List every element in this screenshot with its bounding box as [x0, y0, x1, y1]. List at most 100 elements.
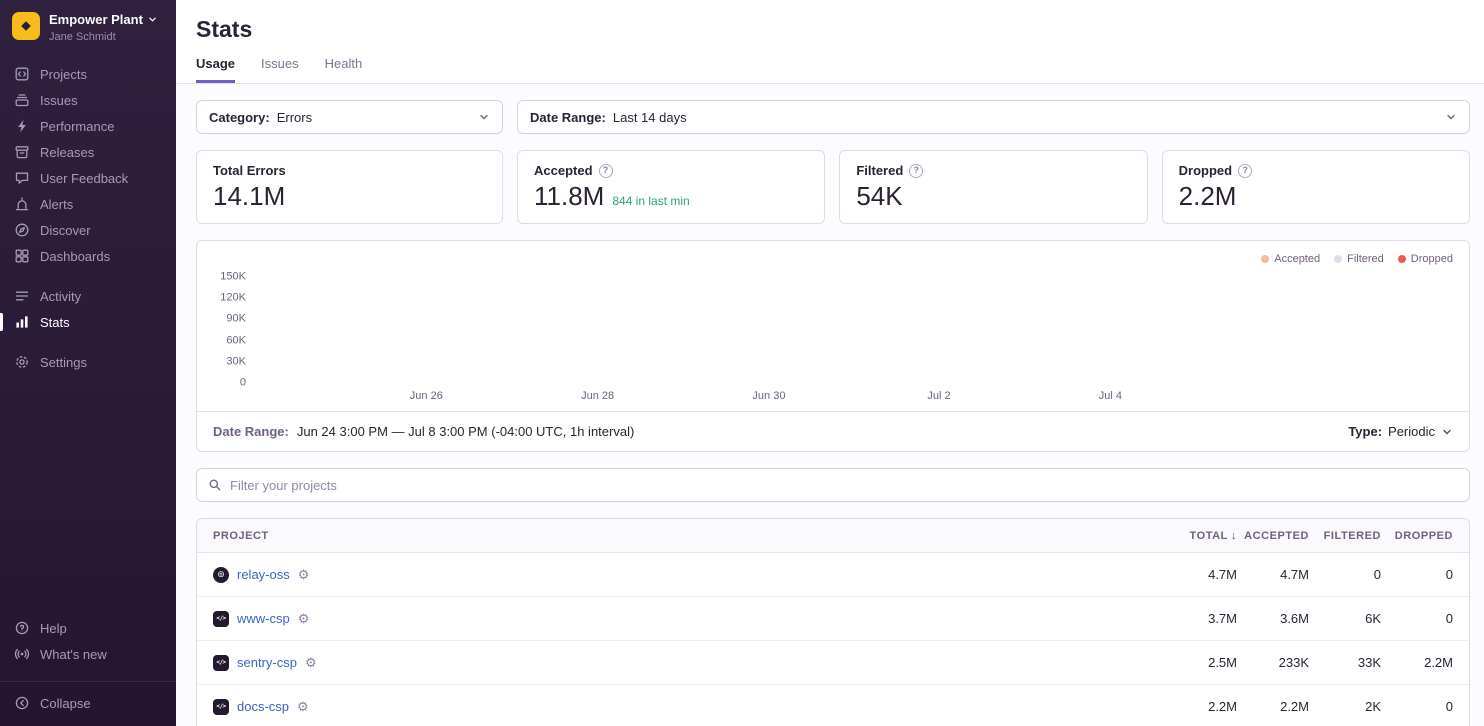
sidebar-item-whats-new[interactable]: What's new: [0, 641, 176, 667]
chart-date-range-value: Jun 24 3:00 PM — Jul 8 3:00 PM (-04:00 U…: [296, 424, 635, 439]
project-link[interactable]: sentry-csp: [237, 655, 297, 670]
sidebar-item-label: Alerts: [40, 196, 74, 212]
chart-date-range-label: Date Range:: [213, 424, 289, 439]
date-range-select[interactable]: Date Range: Last 14 days: [517, 100, 1470, 134]
column-filtered[interactable]: Filtered: [1323, 529, 1381, 542]
sidebar-item-label: Issues: [40, 92, 78, 108]
sidebar: Empower Plant Jane Schmidt Projects Issu…: [0, 0, 176, 726]
sidebar-item-performance[interactable]: Performance: [0, 113, 176, 139]
card-title: Total Errors: [213, 163, 286, 178]
sidebar-item-discover[interactable]: Discover: [0, 217, 176, 243]
org-logo-icon: [12, 12, 40, 40]
sidebar-item-projects[interactable]: Projects: [0, 61, 176, 87]
legend-item-dropped[interactable]: Dropped: [1397, 253, 1453, 265]
sidebar-spacer: [0, 375, 176, 615]
sidebar-item-label: User Feedback: [40, 170, 129, 186]
help-icon[interactable]: ?: [598, 163, 613, 178]
tab-issues[interactable]: Issues: [261, 56, 299, 71]
sidebar-item-issues[interactable]: Issues: [0, 87, 176, 113]
project-settings-gear-icon[interactable]: ⚙: [297, 699, 309, 714]
filtered-cell: 33K: [1357, 655, 1381, 670]
sidebar-item-dashboards[interactable]: Dashboards: [0, 243, 176, 269]
card-title: Filtered: [856, 163, 904, 178]
y-tick-label: 60K: [226, 334, 246, 347]
project-settings-gear-icon[interactable]: ⚙: [297, 567, 310, 582]
x-tick-label: Jun 28: [581, 390, 615, 402]
chart-legend: Accepted Filtered Dropped: [213, 253, 1453, 265]
accepted-cell: 233K: [1278, 655, 1309, 670]
total-cell: 3.7M: [1208, 611, 1237, 626]
project-link[interactable]: www-csp: [237, 611, 290, 626]
card-dropped: Dropped? 2.2M: [1161, 150, 1470, 224]
sidebar-item-stats[interactable]: Stats: [0, 309, 176, 335]
org-switcher[interactable]: Empower Plant Jane Schmidt: [0, 12, 176, 45]
alerts-icon: [15, 197, 29, 211]
y-tick-label: 90K: [226, 312, 246, 325]
collapse-button[interactable]: Collapse: [0, 690, 176, 716]
project-cell: ⊚ relay-oss ⚙: [197, 566, 1165, 583]
sidebar-item-label: Activity: [40, 288, 82, 304]
tab-usage[interactable]: Usage: [196, 56, 236, 83]
chart-y-axis: 150K 120K 90K 60K 30K 0: [213, 271, 255, 388]
help-icon: [15, 621, 29, 635]
org-user: Jane Schmidt: [49, 31, 116, 43]
table-row: </> www-csp ⚙ 3.7M 3.6M 6K 0: [197, 597, 1469, 641]
card-accepted: Accepted? 11.8M 844 in last min: [517, 150, 826, 224]
chart-type-label: Type:: [1348, 424, 1383, 439]
sidebar-item-label: Dashboards: [40, 248, 111, 264]
legend-item-accepted[interactable]: Accepted: [1261, 253, 1320, 265]
column-dropped[interactable]: Dropped: [1394, 529, 1453, 542]
sidebar-item-label: Collapse: [40, 695, 91, 711]
sidebar-item-activity[interactable]: Activity: [0, 283, 176, 309]
project-settings-gear-icon[interactable]: ⚙: [304, 655, 317, 670]
card-value: 11.8M: [534, 181, 605, 211]
project-platform-icon: </>: [213, 698, 229, 715]
help-icon[interactable]: ?: [909, 163, 924, 178]
y-tick-label: 30K: [226, 355, 246, 368]
table-row: </> sentry-csp ⚙ 2.5M 233K 33K 2.2M: [197, 641, 1469, 685]
sidebar-nav-tertiary: Settings: [0, 349, 176, 375]
category-label: Category:: [209, 109, 270, 125]
accepted-cell: 3.6M: [1280, 611, 1309, 626]
total-cell: 2.2M: [1208, 699, 1237, 714]
sidebar-item-alerts[interactable]: Alerts: [0, 191, 176, 217]
sidebar-item-help[interactable]: Help: [0, 615, 176, 641]
project-settings-gear-icon[interactable]: ⚙: [297, 611, 310, 626]
tab-health[interactable]: Health: [324, 56, 363, 71]
sidebar-item-settings[interactable]: Settings: [0, 349, 176, 375]
sidebar-item-releases[interactable]: Releases: [0, 139, 176, 165]
help-icon[interactable]: ?: [1238, 163, 1253, 178]
sidebar-nav-footer: Help What's new: [0, 615, 176, 667]
sidebar-nav-primary: Projects Issues Performance Releases Use…: [0, 61, 176, 269]
column-accepted[interactable]: Accepted: [1244, 529, 1309, 542]
project-search: [196, 468, 1470, 502]
card-title: Accepted: [534, 163, 593, 178]
project-search-input[interactable]: [230, 477, 1458, 493]
project-link[interactable]: relay-oss: [237, 567, 290, 582]
legend-item-filtered[interactable]: Filtered: [1334, 253, 1384, 265]
y-tick-label: 120K: [220, 291, 246, 304]
category-select[interactable]: Category: Errors: [196, 100, 503, 134]
sidebar-item-user-feedback[interactable]: User Feedback: [0, 165, 176, 191]
column-total[interactable]: Total ↓: [1189, 529, 1237, 542]
page-header: Stats Usage Issues Health: [176, 0, 1484, 84]
chart-footer: Date Range: Jun 24 3:00 PM — Jul 8 3:00 …: [197, 411, 1469, 451]
card-total-errors: Total Errors 14.1M: [196, 150, 503, 224]
chart-x-axis: Jun 26 Jun 28 Jun 30 Jul 2 Jul 4: [255, 383, 1453, 411]
x-tick-label: Jul 4: [1098, 390, 1122, 402]
search-icon: [209, 479, 221, 491]
chart-type-select[interactable]: Type: Periodic: [1348, 424, 1453, 439]
gear-icon: [16, 356, 28, 368]
card-value: 2.2M: [1178, 181, 1237, 211]
chevron-down-icon: [1447, 114, 1455, 120]
project-link[interactable]: docs-csp: [237, 699, 290, 714]
total-cell: 2.5M: [1208, 655, 1237, 670]
card-subtext: 844 in last min: [612, 194, 690, 208]
table-header: Project Total ↓ Accepted Filtered Dropped: [197, 519, 1469, 553]
stats-icon: [16, 316, 28, 328]
x-tick-label: Jun 30: [752, 390, 786, 402]
sidebar-item-label: Projects: [40, 66, 87, 82]
x-tick-label: Jun 26: [409, 390, 443, 402]
accepted-cell: 2.2M: [1280, 699, 1309, 714]
broadcast-icon: [14, 648, 30, 660]
